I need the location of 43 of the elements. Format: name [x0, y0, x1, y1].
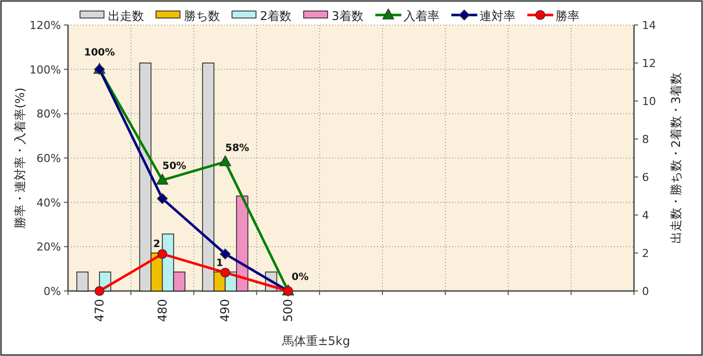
y2-tick-label: 6 — [642, 171, 649, 184]
y-tick-label: 40% — [36, 196, 61, 210]
y-axis-title: 勝率・連対率・入着率(%) — [13, 88, 27, 228]
y-tick-label: 120% — [30, 19, 61, 32]
data-label: 50% — [162, 161, 186, 172]
legend-label: 出走数 — [108, 9, 144, 23]
data-label: 0% — [292, 272, 309, 283]
x-axis-title: 馬体重±5kg — [280, 334, 350, 348]
x-tick-label: 480 — [155, 299, 170, 322]
data-label: 58% — [225, 142, 250, 154]
legend-label: 勝率 — [555, 9, 580, 23]
y2-tick-label: 12 — [642, 57, 656, 70]
legend-label: 2着数 — [260, 9, 292, 23]
point — [220, 248, 231, 260]
y-tick-label: 100% — [30, 63, 61, 76]
point — [156, 174, 168, 185]
y-tick-label: 80% — [36, 108, 61, 121]
point — [219, 155, 232, 166]
y2-tick-label: 4 — [642, 209, 649, 222]
y-tick-label: 0% — [44, 285, 61, 298]
bar — [76, 272, 89, 292]
point — [220, 268, 230, 278]
y2-tick-label: 0 — [642, 285, 649, 298]
y2-tick-label: 8 — [642, 133, 649, 146]
y2-tick-label: 14 — [642, 19, 656, 32]
x-tick-label: 470 — [92, 299, 106, 322]
y2-tick-label: 2 — [642, 247, 649, 260]
y2-axis-title: 出走数・勝ち数・2着数・3着数 — [669, 72, 683, 244]
y-tick-label: 60% — [36, 152, 61, 165]
y-tick-label: 20% — [36, 240, 61, 254]
point — [94, 286, 104, 296]
x-tick-label: 490 — [218, 299, 232, 322]
point — [156, 193, 168, 204]
y2-tick-label: 10 — [642, 95, 656, 108]
legend-label: 連対率 — [479, 9, 516, 23]
data-label: 1 — [216, 258, 224, 269]
data-label: 2 — [153, 239, 160, 250]
x-tick-label: 500 — [281, 299, 296, 322]
legend-label: 勝ち数 — [184, 9, 220, 23]
legend-label: 3着数 — [332, 9, 364, 23]
legend-label: 入着率 — [403, 9, 440, 23]
point — [157, 249, 168, 259]
data-label: 100% — [84, 47, 115, 58]
